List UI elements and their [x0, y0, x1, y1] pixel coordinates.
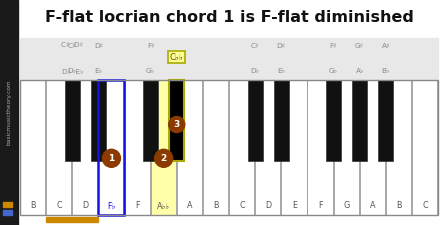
- Text: F♯: F♯: [330, 43, 337, 49]
- Text: D♭  E♭: D♭ E♭: [62, 69, 83, 75]
- Bar: [281, 80, 307, 215]
- Text: D♯: D♯: [277, 43, 286, 49]
- Bar: [169, 80, 184, 161]
- Bar: [326, 80, 341, 161]
- Text: A♯: A♯: [381, 43, 390, 49]
- Text: C: C: [422, 202, 428, 211]
- Text: A♭♭: A♭♭: [157, 202, 170, 211]
- Text: C♯  D♯: C♯ D♯: [61, 42, 83, 48]
- Bar: [72, 80, 98, 215]
- Bar: [99, 80, 124, 215]
- Text: D♯: D♯: [94, 43, 103, 49]
- Bar: [177, 80, 202, 215]
- Bar: [3, 210, 12, 215]
- Bar: [99, 80, 124, 215]
- Bar: [46, 217, 98, 222]
- Text: G♭: G♭: [329, 68, 338, 74]
- Text: F-flat locrian chord 1 is F-flat diminished: F-flat locrian chord 1 is F-flat diminis…: [44, 10, 414, 25]
- Bar: [248, 80, 263, 161]
- Text: F: F: [318, 202, 323, 211]
- Text: D: D: [82, 202, 88, 211]
- Text: A: A: [187, 202, 193, 211]
- Text: E♭: E♭: [94, 68, 103, 74]
- Text: C♭♭: C♭♭: [170, 52, 183, 61]
- Text: E: E: [292, 202, 297, 211]
- Bar: [386, 80, 411, 215]
- Text: G♯: G♯: [355, 43, 364, 49]
- Text: C: C: [56, 202, 62, 211]
- Text: C♯: C♯: [68, 43, 77, 49]
- Bar: [255, 80, 280, 215]
- Bar: [169, 80, 184, 161]
- Bar: [150, 80, 176, 215]
- Text: B♭: B♭: [381, 68, 390, 74]
- Bar: [378, 80, 393, 161]
- Text: A♭: A♭: [356, 68, 364, 74]
- Text: 3: 3: [174, 120, 180, 129]
- Text: D♭: D♭: [251, 68, 260, 74]
- Text: C: C: [239, 202, 245, 211]
- Text: 1: 1: [108, 154, 114, 163]
- Bar: [0, 0, 18, 225]
- Bar: [412, 80, 437, 215]
- Bar: [46, 80, 71, 215]
- Text: B: B: [396, 202, 402, 211]
- Bar: [3, 202, 12, 207]
- Bar: [91, 80, 106, 161]
- Bar: [143, 80, 158, 161]
- Circle shape: [103, 149, 121, 167]
- Bar: [65, 80, 80, 161]
- Text: F: F: [136, 202, 140, 211]
- Text: F♯: F♯: [147, 43, 154, 49]
- Circle shape: [169, 117, 185, 133]
- Text: G♭: G♭: [146, 68, 155, 74]
- Bar: [308, 80, 333, 215]
- Bar: [203, 80, 228, 215]
- Text: D♭: D♭: [68, 68, 77, 74]
- Bar: [359, 80, 385, 215]
- Text: G: G: [344, 202, 350, 211]
- Text: B: B: [213, 202, 219, 211]
- Bar: [125, 80, 150, 215]
- Text: C♯: C♯: [251, 43, 259, 49]
- Bar: [352, 80, 367, 161]
- Bar: [20, 80, 45, 215]
- Text: D: D: [265, 202, 271, 211]
- Text: E♭: E♭: [277, 68, 285, 74]
- Text: A: A: [370, 202, 375, 211]
- Text: F♭: F♭: [107, 202, 116, 211]
- Text: B: B: [30, 202, 36, 211]
- Bar: [20, 80, 438, 215]
- Bar: [334, 80, 359, 215]
- Bar: [20, 38, 438, 80]
- Bar: [229, 80, 254, 215]
- Circle shape: [155, 149, 172, 167]
- Bar: [274, 80, 289, 161]
- Text: 2: 2: [161, 154, 167, 163]
- Text: basicmusictheory.com: basicmusictheory.com: [7, 80, 11, 145]
